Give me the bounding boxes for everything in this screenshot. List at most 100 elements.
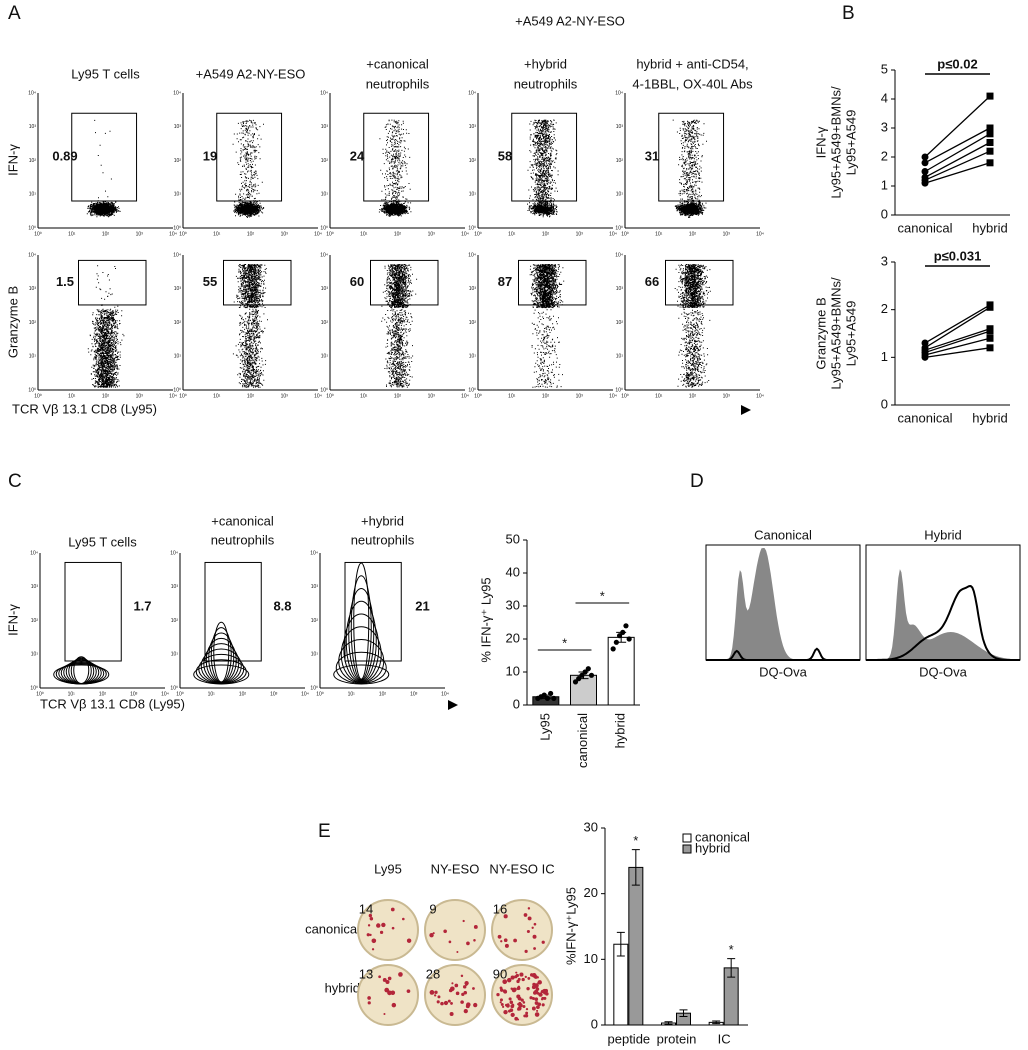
x-tick-label: 10⁰ <box>326 231 334 237</box>
well <box>357 964 419 1026</box>
y-tick-label: 10² <box>171 618 179 624</box>
spot <box>522 1001 526 1004</box>
y-tick-label: 10² <box>31 618 39 624</box>
x-tick-label: 10¹ <box>360 393 368 399</box>
y-tick-label: 2 <box>881 148 888 163</box>
spot <box>466 941 470 946</box>
y-tick-label: 10⁴ <box>173 252 181 258</box>
contour <box>333 664 390 685</box>
spot <box>508 997 512 1001</box>
y-tick-label: 0 <box>513 696 520 711</box>
y-tick-label: 10² <box>174 320 182 326</box>
y-tick-label: 10⁰ <box>320 387 328 393</box>
x-axis-label: DQ-Ova <box>759 664 807 679</box>
spot <box>527 916 532 921</box>
significance-star: * <box>600 588 605 603</box>
spot <box>472 987 475 990</box>
x-axis-label: TCR Vβ 13.1 CD8 (Ly95) <box>40 696 185 711</box>
contour <box>343 613 380 683</box>
x-tick-label: 10⁴ <box>609 231 617 237</box>
point <box>986 147 994 155</box>
spot <box>538 992 543 997</box>
gate <box>658 112 725 202</box>
y-tick-label: 10² <box>616 320 624 326</box>
spot <box>387 976 392 981</box>
spot <box>533 984 539 989</box>
spot <box>434 994 437 997</box>
column-title: neutrophils <box>351 532 415 547</box>
histogram <box>706 548 860 660</box>
point <box>579 672 585 678</box>
spot <box>512 987 517 992</box>
y-tick-label: 10³ <box>616 124 624 130</box>
spot <box>531 926 534 929</box>
x-tick-label: 10³ <box>136 231 144 237</box>
point <box>620 629 626 636</box>
spot <box>509 1008 514 1013</box>
y-tick-label: 10¹ <box>616 354 624 360</box>
x-tick-label: 10⁴ <box>161 691 169 697</box>
column-title: +hybrid <box>524 56 567 71</box>
x-tick-label: 10³ <box>410 691 418 697</box>
y-tick-label: 10⁰ <box>468 225 476 231</box>
column-title: neutrophils <box>366 76 430 91</box>
y-tick-label: 20 <box>506 630 520 645</box>
spot <box>541 940 545 944</box>
y-tick-label: 4 <box>881 90 888 105</box>
y-tick-label: 0 <box>881 206 888 221</box>
gate-percent: 24 <box>350 149 365 164</box>
spot <box>510 1004 515 1009</box>
y-tick-label: 3 <box>881 253 888 268</box>
spot <box>448 988 453 993</box>
x-tick-label: 10⁴ <box>461 231 469 237</box>
spot <box>504 943 509 948</box>
legend-label: canonical <box>695 829 750 844</box>
pair-line <box>924 141 991 178</box>
x-tick-label: 10³ <box>576 393 584 399</box>
x-tick-label: 10¹ <box>68 691 76 697</box>
x-tick-label: 10¹ <box>213 231 221 237</box>
error-bar <box>679 1009 688 1017</box>
plot-frame <box>705 544 861 661</box>
row-label: Granzyme B <box>5 286 20 358</box>
y-tick-label: 10⁴ <box>173 90 181 96</box>
y-axis-label: Ly95+A549 <box>843 301 858 367</box>
spot <box>533 991 537 995</box>
spot <box>473 939 476 942</box>
point <box>576 676 582 682</box>
contour <box>348 588 375 681</box>
point <box>626 636 632 642</box>
spot <box>499 988 504 992</box>
gate <box>216 112 283 202</box>
pair-line <box>924 150 991 181</box>
spot <box>387 990 392 996</box>
spot <box>525 1007 529 1011</box>
point <box>986 92 994 100</box>
spot <box>465 1004 470 1009</box>
event-dots <box>672 119 707 218</box>
point <box>588 672 595 678</box>
column-title: 4-1BBL, OX-40L Abs <box>632 76 753 91</box>
contour <box>73 656 90 685</box>
column-title: +hybrid <box>361 513 404 528</box>
gate-percent: 1.7 <box>133 598 151 613</box>
x-tick-label: 10² <box>102 231 110 237</box>
spot <box>499 998 503 1002</box>
x-tick-label: 10³ <box>576 231 584 237</box>
panel-letter: E <box>318 821 331 842</box>
point <box>921 179 929 187</box>
gate <box>665 259 734 306</box>
y-tick-label: 2 <box>881 301 888 316</box>
x-tick-label: 10² <box>394 231 402 237</box>
plot-title: Hybrid <box>924 527 962 542</box>
spot <box>503 1009 508 1015</box>
x-tick-label: 10² <box>394 393 402 399</box>
x-tick-label: Ly95 <box>537 713 552 741</box>
error-bar <box>616 931 625 957</box>
spot-count: 14 <box>359 901 373 916</box>
spot <box>500 1002 504 1006</box>
x-tick-label: 10³ <box>270 691 278 697</box>
spot <box>521 977 525 982</box>
spot <box>443 929 447 934</box>
spot <box>499 1001 502 1004</box>
